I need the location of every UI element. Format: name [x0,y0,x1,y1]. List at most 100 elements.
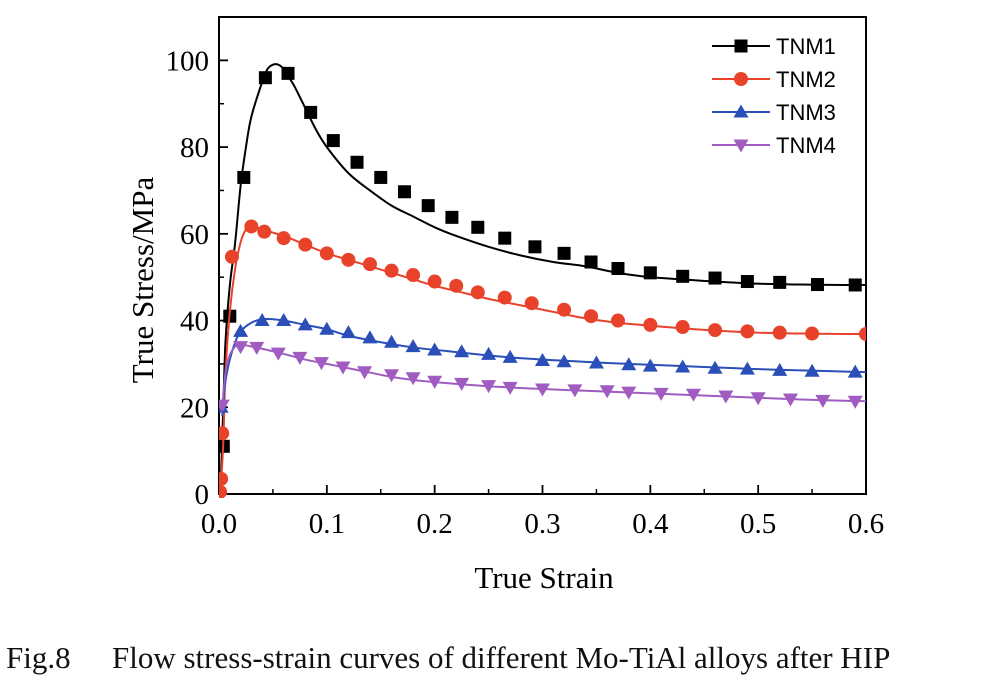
data-point-tnm1 [584,255,598,269]
data-point-tnm3 [588,355,604,369]
legend-label: TNM3 [776,100,836,125]
data-point-tnm4 [270,347,286,361]
data-point-tnm4 [481,380,497,394]
data-point-tnm4 [567,384,583,398]
y-tick-label: 100 [166,45,210,77]
data-point-tnm3 [384,334,400,348]
data-point-tnm4 [685,388,701,402]
data-point-tnm2 [859,326,866,341]
data-point-tnm3 [847,364,863,378]
data-point-tnm4 [219,399,230,413]
series-line-tnm2 [220,225,866,482]
data-point-tnm1 [810,278,824,292]
legend: TNM1 TNM2 TNM3 TNM4 [712,34,836,158]
data-point-tnm3 [297,317,313,331]
data-point-tnm2 [470,285,485,300]
data-point-tnm2 [219,471,229,486]
data-point-tnm3 [642,358,658,372]
x-tick-label: 0.6 [848,508,884,540]
data-point-tnm2 [557,302,572,317]
data-point-tnm3 [454,344,470,358]
data-point-tnm4 [405,372,421,386]
x-tick-label: 0.1 [309,508,345,540]
data-point-tnm1 [528,240,542,254]
data-point-tnm4 [599,385,615,399]
data-point-tnm4 [783,393,799,407]
series-line-tnm1 [220,63,866,473]
data-point-tnm3 [675,359,691,373]
data-point-tnm3 [739,361,755,375]
data-point-tnm3 [340,325,356,339]
series-tnm1 [219,63,866,473]
data-point-tnm2 [406,268,421,283]
data-point-tnm1 [643,266,657,280]
data-point-tnm3 [233,323,249,337]
series-tnm3 [219,313,866,417]
data-point-tnm2 [341,252,356,267]
data-point-tnm4 [815,394,831,408]
data-point-tnm3 [276,313,292,327]
data-point-tnm3 [481,346,497,360]
data-point-tnm1 [397,185,411,199]
figure-caption-text: Flow stress-strain curves of different M… [112,640,891,675]
x-tick-label: 0.5 [740,508,776,540]
x-tick-label: 0.2 [417,508,453,540]
data-point-tnm4 [718,390,734,404]
data-point-tnm1 [471,220,485,234]
data-point-tnm2 [772,325,787,340]
data-point-tnm4 [750,392,766,406]
data-point-tnm1 [258,71,272,85]
legend-item-tnm3: TNM3 [712,100,836,125]
legend-item-tnm4: TNM4 [712,133,836,158]
series-layer [219,63,866,498]
data-point-tnm3 [362,330,378,344]
data-point-tnm1 [445,210,459,224]
y-tick-label: 80 [180,132,209,164]
data-point-tnm2 [584,309,599,324]
data-point-tnm1 [237,170,251,184]
legend-item-tnm2: TNM2 [712,67,836,92]
data-point-tnm4 [384,369,400,383]
x-tick-label: 0.0 [201,508,237,540]
legend-item-tnm1: TNM1 [712,34,836,59]
data-point-tnm2 [244,219,259,234]
data-point-tnm1 [740,275,754,289]
data-point-tnm1 [611,262,625,276]
legend-marker [734,72,748,86]
data-point-tnm2 [219,426,230,441]
data-point-tnm3 [319,321,335,335]
data-point-tnm2 [224,249,239,264]
data-point-tnm2 [257,224,272,239]
data-point-tnm2 [219,484,228,498]
legend-marker [734,39,748,53]
data-point-tnm3 [556,354,572,368]
x-tick-label: 0.4 [632,508,669,540]
data-point-tnm2 [298,237,313,252]
data-point-tnm4 [249,341,265,355]
data-point-tnm1 [421,199,435,213]
data-point-tnm2 [805,326,820,341]
data-point-tnm3 [804,363,820,377]
x-tick-label: 0.3 [524,508,560,540]
plot-frame [218,16,867,495]
data-point-tnm4 [335,361,351,375]
data-point-tnm2 [276,231,291,246]
data-point-tnm2 [740,324,755,339]
legend-label: TNM4 [776,133,836,158]
data-point-tnm3 [621,357,637,371]
data-point-tnm2 [497,290,512,305]
x-axis-label: True Strain [474,560,614,595]
series-tnm4 [219,341,866,413]
data-point-tnm4 [847,395,863,409]
data-point-tnm4 [357,366,373,380]
data-point-tnm4 [535,383,550,397]
data-point-tnm4 [454,377,470,391]
series-line-tnm3 [221,317,866,417]
data-point-tnm1 [498,231,512,245]
data-point-tnm1 [219,439,230,453]
y-tick-label: 60 [180,219,209,251]
y-axis-label: True Stress/MPa [125,177,160,384]
data-point-tnm4 [233,341,249,355]
legend-label: TNM2 [776,67,836,92]
